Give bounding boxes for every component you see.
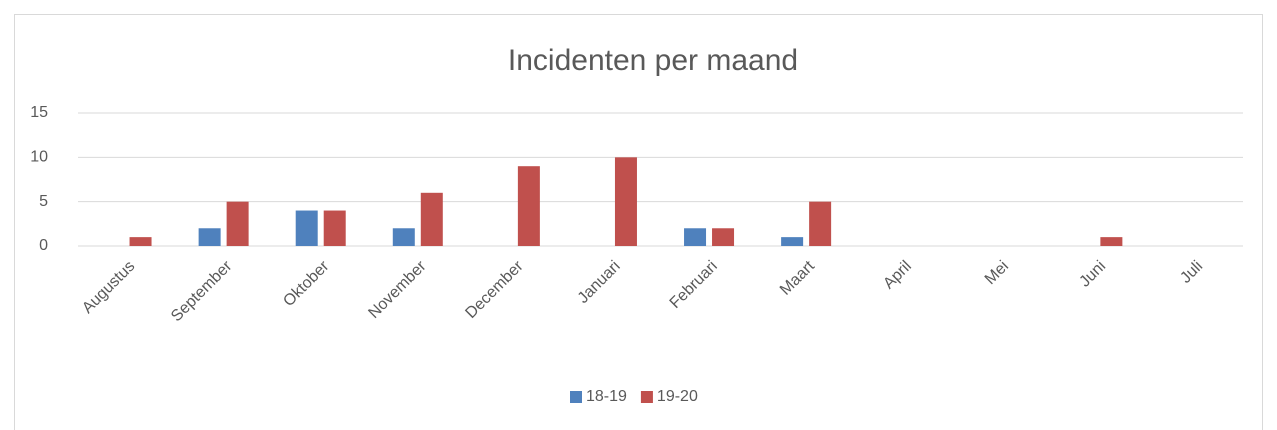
- y-tick-label: 15: [30, 104, 48, 121]
- y-tick-label: 10: [30, 149, 48, 166]
- bar: [420, 192, 443, 246]
- legend-swatch: [570, 391, 582, 403]
- y-tick-label: 0: [39, 237, 48, 254]
- bar: [712, 228, 735, 246]
- legend-label: 18-19: [586, 388, 627, 405]
- legend-swatch: [640, 391, 653, 403]
- bar: [226, 201, 249, 246]
- bar: [198, 228, 221, 246]
- bar: [1100, 237, 1123, 246]
- bar: [129, 237, 152, 246]
- bar: [614, 157, 637, 246]
- bar: [517, 166, 540, 246]
- bar: [781, 237, 804, 246]
- bar: [684, 228, 707, 246]
- bar: [323, 210, 346, 246]
- y-tick-label: 5: [39, 193, 48, 210]
- bar: [392, 228, 415, 246]
- chart-frame: [14, 14, 1263, 430]
- bar: [809, 201, 832, 246]
- bar: [295, 210, 318, 246]
- chart-title: Incidenten per maand: [508, 44, 798, 77]
- legend-label: 19-20: [657, 388, 698, 405]
